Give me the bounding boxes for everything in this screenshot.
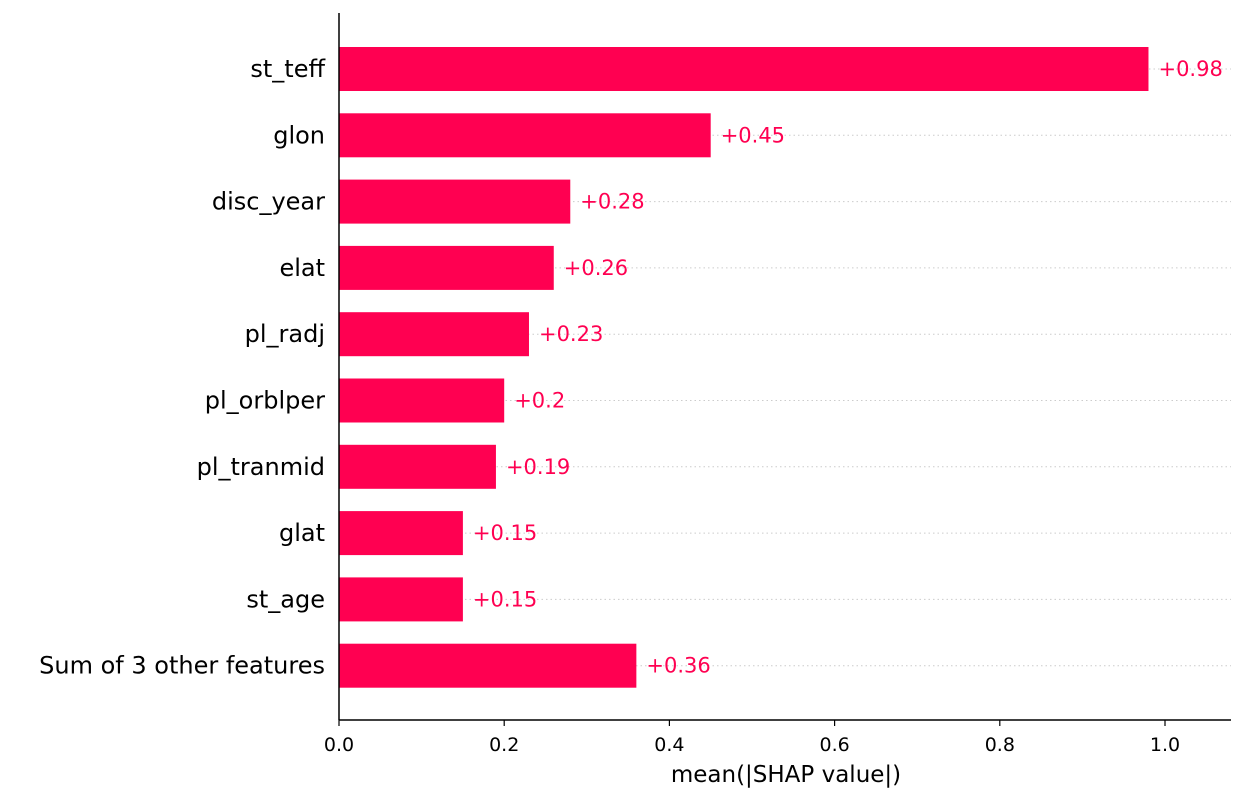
bar-pl_orblper	[339, 378, 505, 423]
category-label: pl_orblper	[205, 387, 325, 415]
x-tick-label: 0.8	[985, 734, 1015, 756]
bar-pl_tranmid	[339, 444, 496, 489]
bar-elat	[339, 245, 554, 290]
category-label: st_teff	[250, 55, 325, 83]
category-label: pl_tranmid	[197, 453, 325, 481]
category-label: elat	[279, 254, 325, 282]
value-label: +0.26	[564, 256, 628, 280]
x-axis-label: mean(|SHAP value|)	[671, 762, 901, 788]
x-tick-label: 1.0	[1150, 734, 1180, 756]
gridlines	[339, 68, 1231, 667]
category-label: st_age	[246, 585, 325, 613]
value-label: +0.36	[646, 654, 710, 678]
bar-st_teff	[339, 47, 1149, 91]
bar-pl_radj	[339, 312, 529, 357]
value-label: +0.15	[473, 587, 537, 611]
bar-glon	[339, 113, 711, 158]
value-label: +0.15	[473, 521, 537, 545]
value-label: +0.2	[514, 389, 565, 413]
axes: 0.0 0.2 0.4 0.6 0.8 1.0	[324, 13, 1231, 756]
bar-Sum-of-3-other-features	[339, 643, 637, 688]
bar-disc_year	[339, 179, 571, 224]
x-tick-label: 0.2	[489, 734, 519, 756]
x-tick-label: 0.4	[654, 734, 684, 756]
bar-st_age	[339, 577, 463, 622]
category-label: Sum of 3 other features	[39, 652, 325, 680]
value-label: +0.98	[1158, 57, 1222, 81]
x-tick-label: 0.0	[324, 734, 354, 756]
bar-glat	[339, 511, 463, 556]
category-label: glon	[273, 121, 325, 149]
category-label: disc_year	[212, 188, 325, 216]
value-label: +0.19	[506, 455, 570, 479]
category-label: pl_radj	[245, 320, 325, 348]
x-tick-label: 0.6	[819, 734, 849, 756]
value-labels: +0.98 +0.45 +0.28 +0.26 +0.23 +0.2 +0.19 +0.15 +…	[473, 57, 1223, 678]
value-label: +0.45	[721, 123, 785, 147]
bars	[339, 47, 1149, 688]
category-label: glat	[279, 519, 325, 547]
value-label: +0.28	[580, 190, 644, 214]
value-label: +0.23	[539, 322, 603, 346]
